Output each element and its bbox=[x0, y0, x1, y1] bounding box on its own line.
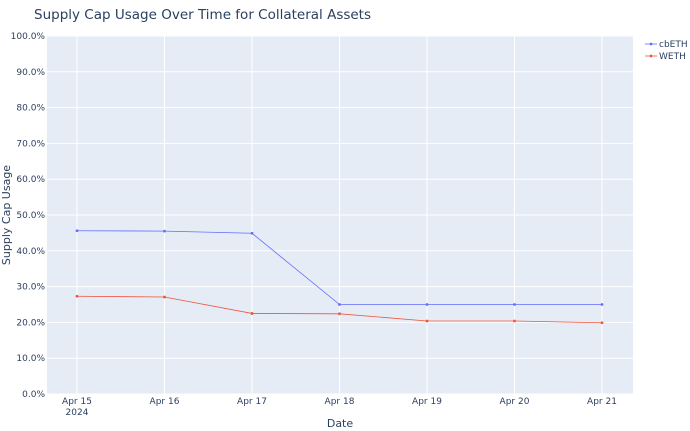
legend-label: WETH bbox=[659, 52, 686, 62]
y-tick-label: 70.0% bbox=[16, 139, 45, 149]
x-axis-ticks: Apr 15 Apr 16 Apr 17 Apr 18 Apr 19 Apr 20 Apr … bbox=[62, 397, 617, 418]
series-layer bbox=[75, 229, 604, 325]
data-point-weth bbox=[513, 319, 516, 323]
data-point-weth bbox=[338, 312, 341, 316]
grid-lines bbox=[47, 35, 633, 395]
chart-title: Supply Cap Usage Over Time for Collatera… bbox=[34, 7, 371, 23]
y-tick-label: 100.0% bbox=[11, 32, 46, 42]
x-tick-label: Apr 15 bbox=[62, 397, 92, 407]
y-axis-ticks: 0.0% 10.0% 20.0% 30.0% 40.0% 50.0% 60.0% 70.0% 8… bbox=[11, 32, 46, 400]
legend-item-cbeth[interactable]: cbETH bbox=[645, 40, 688, 50]
x-tick-label: Apr 17 bbox=[237, 397, 267, 407]
x-tick-year: 2024 bbox=[66, 408, 89, 418]
y-tick-label: 30.0% bbox=[16, 283, 45, 293]
data-point-cbeth bbox=[600, 303, 604, 306]
legend-marker bbox=[649, 42, 653, 46]
legend-label: cbETH bbox=[659, 40, 688, 50]
data-point-weth bbox=[600, 321, 604, 325]
data-point-cbeth bbox=[513, 303, 516, 306]
legend: cbETH WETH bbox=[645, 40, 688, 62]
data-point-weth bbox=[163, 295, 166, 299]
y-tick-label: 40.0% bbox=[16, 247, 45, 257]
data-point-weth bbox=[250, 312, 254, 315]
x-axis-title: Date bbox=[327, 417, 354, 430]
legend-marker bbox=[649, 54, 653, 58]
y-tick-label: 90.0% bbox=[16, 68, 45, 78]
x-tick-label: Apr 16 bbox=[150, 397, 180, 407]
x-tick-label: Apr 19 bbox=[412, 397, 442, 407]
y-tick-label: 10.0% bbox=[16, 354, 45, 364]
y-tick-label: 50.0% bbox=[16, 211, 45, 221]
data-point-cbeth bbox=[250, 231, 254, 235]
legend-item-weth[interactable]: WETH bbox=[645, 52, 686, 62]
y-tick-label: 20.0% bbox=[16, 318, 45, 328]
x-tick-label: Apr 20 bbox=[500, 397, 530, 407]
x-tick-label: Apr 18 bbox=[325, 397, 355, 407]
y-tick-label: 0.0% bbox=[22, 390, 45, 400]
data-point-cbeth bbox=[338, 303, 341, 306]
y-axis-title: Supply Cap Usage bbox=[0, 165, 13, 265]
data-point-cbeth bbox=[163, 229, 166, 233]
data-point-weth bbox=[425, 319, 429, 323]
data-point-cbeth bbox=[425, 303, 429, 306]
data-point-cbeth bbox=[75, 229, 79, 233]
y-tick-label: 80.0% bbox=[16, 104, 45, 114]
data-point-weth bbox=[75, 294, 79, 298]
y-tick-label: 60.0% bbox=[16, 175, 45, 185]
x-tick-label: Apr 21 bbox=[587, 397, 617, 407]
